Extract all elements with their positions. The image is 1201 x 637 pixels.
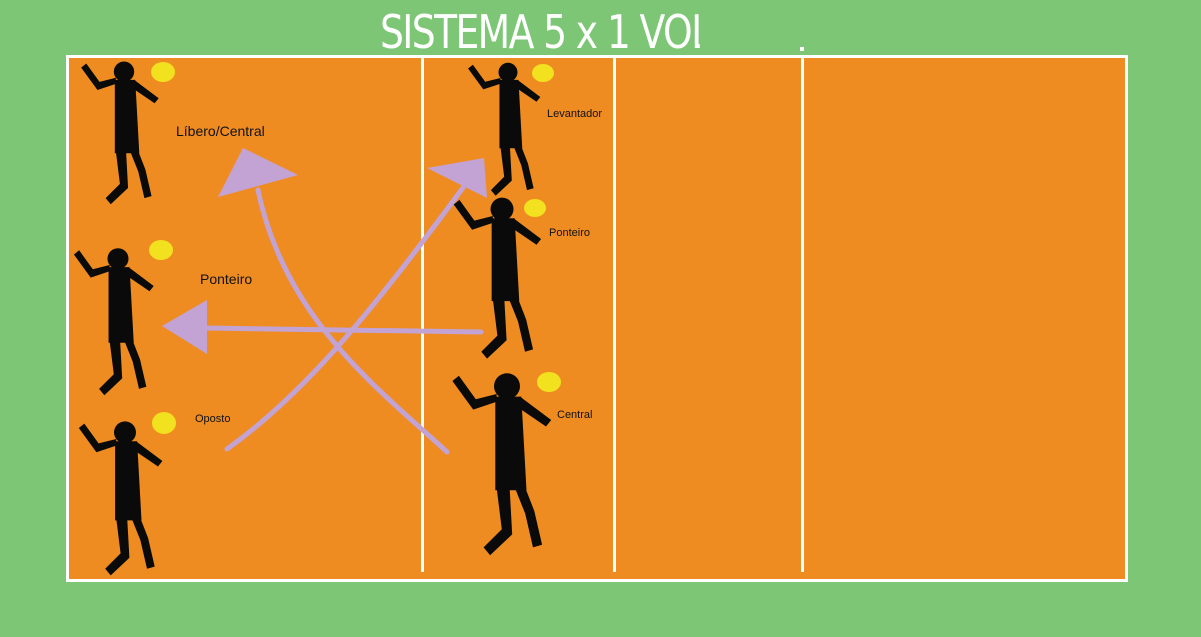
rotation-arrows <box>202 182 484 455</box>
arrow-path-to-ponteiro <box>202 325 484 335</box>
arrow-path-to-levantador <box>224 182 468 452</box>
player-ponteiro-right <box>453 197 542 359</box>
arrowhead-libero <box>218 148 298 197</box>
arrowhead-ponteiro <box>162 300 207 354</box>
label-libero-central: Líbero/Central <box>176 123 265 139</box>
court-line-attack-left <box>421 55 424 572</box>
court-line-attack-right <box>801 55 804 572</box>
player-central <box>452 373 552 556</box>
label-levantador: Levantador <box>547 108 603 120</box>
title-dot <box>800 47 804 51</box>
volleyball-icon <box>152 412 176 434</box>
volleyball-icon <box>532 64 554 82</box>
volleyball-icon <box>524 199 546 217</box>
arrowhead-levantador <box>427 158 487 198</box>
label-ponteiro-right: Ponteiro <box>549 227 590 239</box>
volleyball-court <box>66 55 1128 582</box>
arrow-path-to-libero <box>255 187 450 455</box>
volleyball-icon <box>149 240 173 260</box>
diagram-title: SISTEMA 5 x 1 VOLEIBOL <box>380 5 700 59</box>
balls <box>149 62 561 434</box>
player-libero-central <box>81 61 159 205</box>
arrow-heads <box>162 148 487 354</box>
label-central: Central <box>557 409 593 421</box>
label-oposto: Oposto <box>195 413 231 425</box>
label-ponteiro-left: Ponteiro <box>200 271 253 287</box>
volleyball-icon <box>151 62 175 82</box>
volleyball-icon <box>537 372 561 392</box>
player-ponteiro-left <box>73 248 154 396</box>
court-line-center <box>613 55 616 572</box>
player-oposto <box>78 421 163 576</box>
